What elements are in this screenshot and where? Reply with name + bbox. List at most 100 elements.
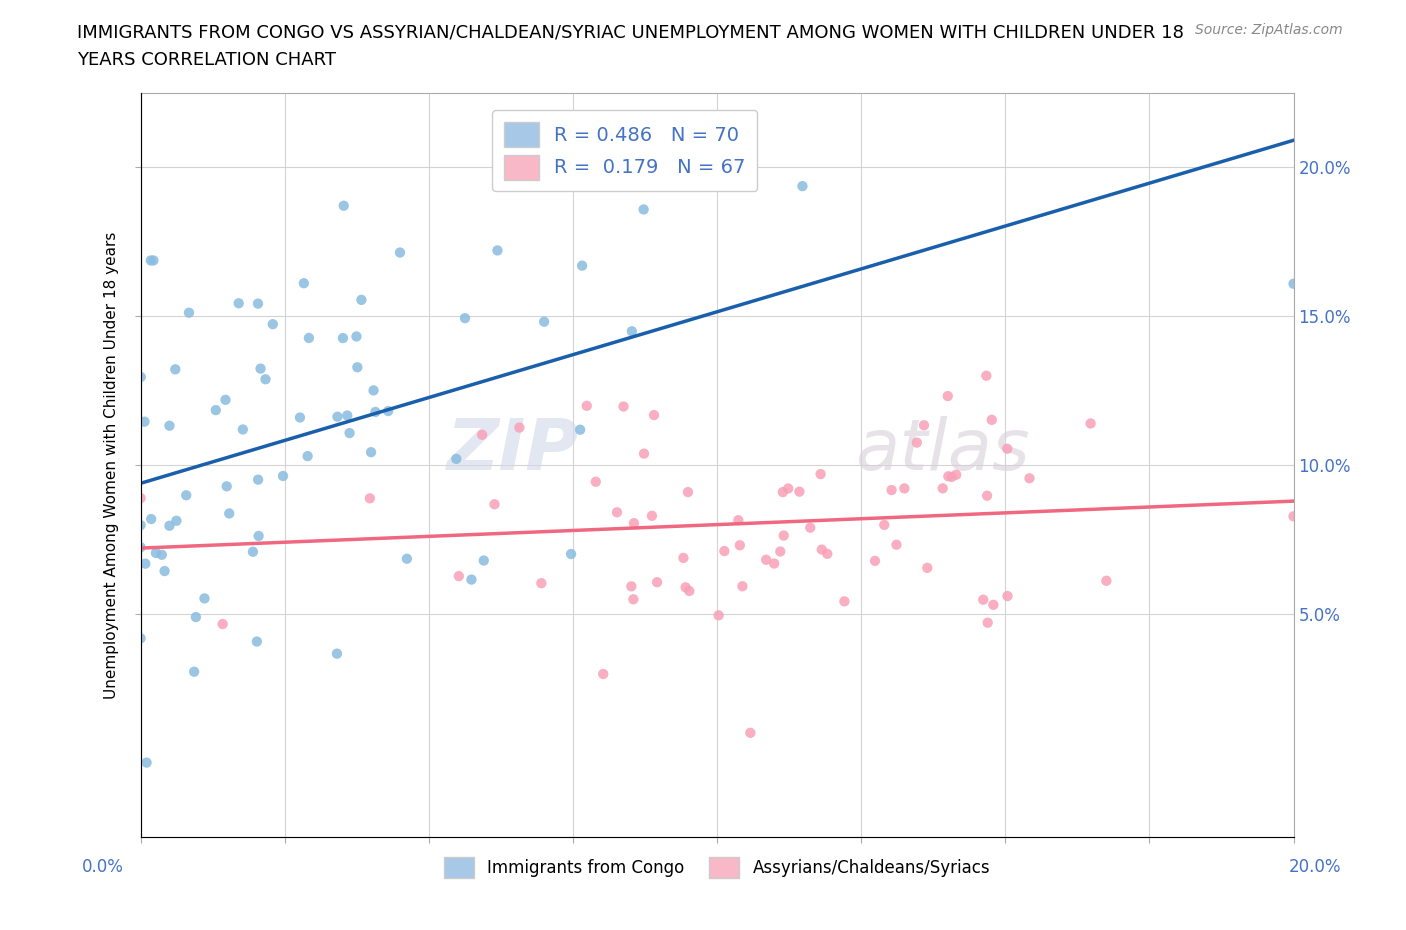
Point bbox=[863, 553, 886, 568]
Point bbox=[983, 597, 1005, 612]
Point bbox=[676, 485, 699, 499]
Point bbox=[810, 467, 832, 482]
Point bbox=[247, 528, 270, 543]
Point bbox=[139, 253, 162, 268]
Point bbox=[350, 292, 373, 307]
Point bbox=[388, 246, 411, 260]
Point bbox=[1095, 573, 1118, 588]
Point bbox=[886, 538, 908, 552]
Point bbox=[880, 483, 903, 498]
Point bbox=[249, 361, 271, 376]
Point bbox=[643, 407, 665, 422]
Point bbox=[346, 329, 368, 344]
Point bbox=[471, 428, 494, 443]
Point bbox=[763, 556, 786, 571]
Point bbox=[713, 544, 735, 559]
Point bbox=[931, 481, 953, 496]
Point bbox=[288, 410, 311, 425]
Point bbox=[810, 542, 832, 557]
Point bbox=[707, 608, 730, 623]
Point bbox=[165, 362, 187, 377]
Point bbox=[675, 580, 697, 595]
Point bbox=[377, 404, 399, 418]
Point bbox=[447, 568, 470, 583]
Point bbox=[211, 617, 233, 631]
Point bbox=[246, 296, 269, 311]
Point bbox=[326, 646, 349, 661]
Point bbox=[728, 538, 751, 552]
Point bbox=[242, 544, 264, 559]
Point bbox=[153, 564, 176, 578]
Point bbox=[183, 664, 205, 679]
Point bbox=[332, 331, 354, 346]
Point bbox=[620, 324, 643, 339]
Point bbox=[995, 441, 1018, 456]
Point bbox=[363, 383, 385, 398]
Point bbox=[727, 512, 749, 527]
Point bbox=[297, 448, 319, 463]
Point bbox=[1080, 416, 1102, 431]
Point bbox=[1018, 471, 1040, 485]
Point bbox=[569, 422, 592, 437]
Point bbox=[873, 517, 896, 532]
Point bbox=[184, 610, 207, 625]
Point bbox=[571, 259, 593, 273]
Point bbox=[508, 420, 530, 435]
Y-axis label: Unemployment Among Women with Children Under 18 years: Unemployment Among Women with Children U… bbox=[104, 232, 120, 698]
Point bbox=[215, 479, 238, 494]
Point bbox=[193, 591, 215, 605]
Point bbox=[218, 506, 240, 521]
Point bbox=[129, 631, 152, 645]
Point bbox=[772, 528, 794, 543]
Point bbox=[145, 546, 167, 561]
Text: atlas: atlas bbox=[855, 416, 1031, 485]
Point bbox=[945, 467, 967, 482]
Point bbox=[623, 516, 645, 531]
Point bbox=[486, 243, 509, 258]
Text: IMMIGRANTS FROM CONGO VS ASSYRIAN/CHALDEAN/SYRIAC UNEMPLOYMENT AMONG WOMEN WITH : IMMIGRANTS FROM CONGO VS ASSYRIAN/CHALDE… bbox=[77, 23, 1184, 41]
Point bbox=[204, 403, 226, 418]
Point bbox=[359, 491, 381, 506]
Point bbox=[142, 253, 165, 268]
Point bbox=[472, 553, 495, 568]
Point bbox=[134, 414, 156, 429]
Point bbox=[678, 583, 700, 598]
Point bbox=[254, 372, 277, 387]
Point bbox=[893, 481, 915, 496]
Point bbox=[592, 667, 614, 682]
Point bbox=[129, 518, 152, 533]
Point bbox=[214, 392, 236, 407]
Point bbox=[672, 551, 695, 565]
Point bbox=[129, 539, 152, 554]
Point bbox=[740, 725, 762, 740]
Point bbox=[134, 556, 156, 571]
Point bbox=[271, 469, 294, 484]
Point bbox=[778, 481, 800, 496]
Point bbox=[799, 520, 821, 535]
Point bbox=[936, 389, 959, 404]
Point bbox=[460, 572, 482, 587]
Point bbox=[772, 485, 794, 499]
Point bbox=[346, 360, 368, 375]
Point bbox=[917, 561, 939, 576]
Point bbox=[769, 544, 792, 559]
Point bbox=[336, 408, 359, 423]
Point bbox=[633, 446, 655, 461]
Point bbox=[177, 305, 200, 320]
Point bbox=[509, 160, 531, 175]
Point bbox=[298, 330, 321, 345]
Point bbox=[1282, 509, 1305, 524]
Point bbox=[395, 551, 418, 566]
Text: Source: ZipAtlas.com: Source: ZipAtlas.com bbox=[1195, 23, 1343, 37]
Point bbox=[997, 589, 1019, 604]
Point bbox=[755, 552, 778, 567]
Point bbox=[621, 591, 644, 606]
Point bbox=[941, 470, 963, 485]
Text: 20.0%: 20.0% bbox=[1288, 857, 1341, 876]
Point bbox=[585, 474, 607, 489]
Point bbox=[174, 488, 197, 503]
Point bbox=[633, 202, 655, 217]
Point bbox=[262, 317, 284, 332]
Point bbox=[789, 485, 811, 499]
Legend: Immigrants from Congo, Assyrians/Chaldeans/Syriacs: Immigrants from Congo, Assyrians/Chaldea… bbox=[437, 851, 997, 884]
